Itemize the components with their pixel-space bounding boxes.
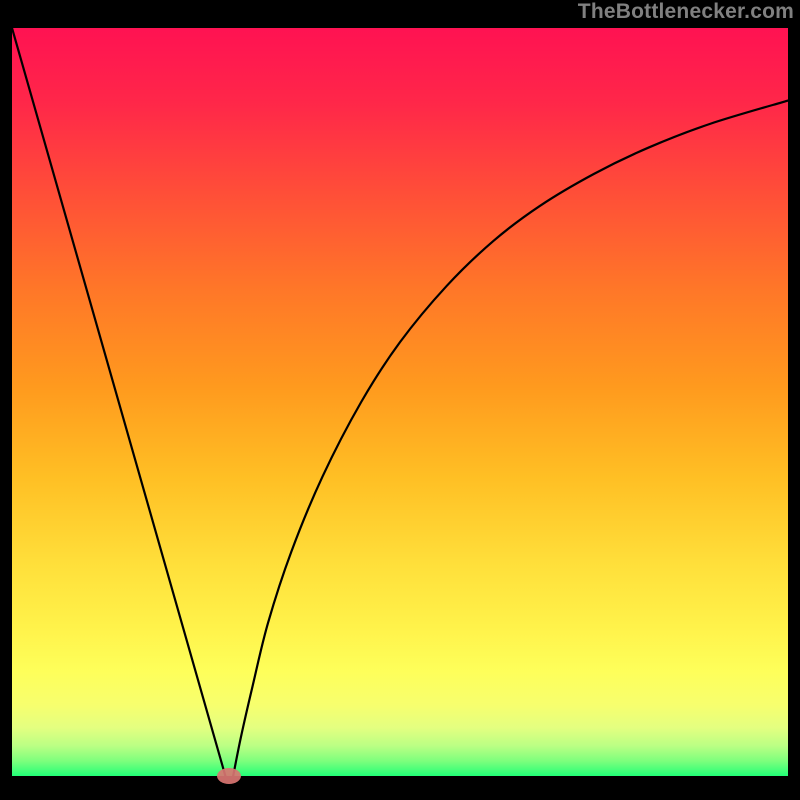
plot-area: [12, 28, 788, 776]
left-curve: [12, 28, 225, 776]
frame-right: [788, 0, 800, 800]
frame-bottom: [0, 776, 800, 800]
curve-svg: [12, 28, 788, 776]
frame-left: [0, 0, 12, 800]
right-curve: [233, 101, 788, 776]
chart-container: TheBottlenecker.com: [0, 0, 800, 800]
watermark-text: TheBottlenecker.com: [578, 0, 794, 24]
